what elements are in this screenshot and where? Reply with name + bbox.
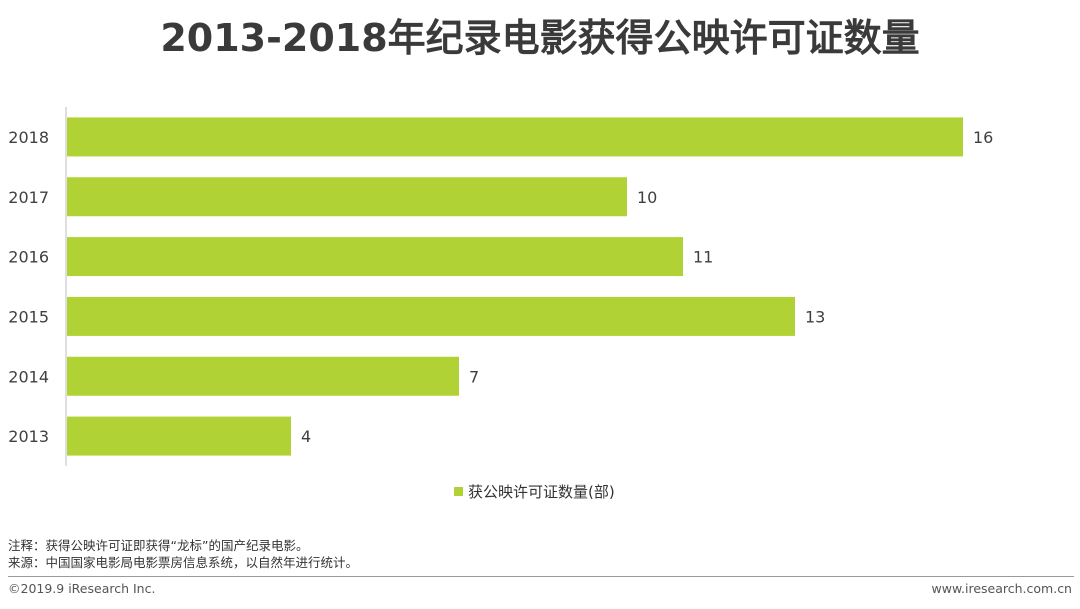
tick-label-2014: 2014 bbox=[8, 367, 49, 386]
source-text: 来源：中国国家电影局电影票房信息系统，以自然年进行统计。 bbox=[8, 555, 359, 570]
tick-label-2013: 2013 bbox=[8, 427, 49, 446]
data-label-2017: 10 bbox=[637, 188, 657, 207]
data-label-2018: 16 bbox=[973, 128, 993, 147]
website-link[interactable]: www.iresearch.com.cn bbox=[931, 581, 1073, 596]
copyright-text: ©2019.9 iResearch Inc. bbox=[8, 581, 156, 596]
data-label-2015: 13 bbox=[805, 307, 825, 326]
footer-divider bbox=[8, 576, 1074, 577]
data-label-2014: 7 bbox=[469, 367, 479, 386]
chart-title: 2013-2018年纪录电影获得公映许可证数量 bbox=[160, 16, 920, 60]
tick-label-2016: 2016 bbox=[8, 248, 49, 267]
legend-label: 获公映许可证数量(部) bbox=[468, 482, 615, 501]
legend-swatch bbox=[454, 486, 463, 496]
bar-2015 bbox=[67, 296, 795, 336]
bar-2014 bbox=[67, 356, 459, 396]
bar-2016 bbox=[67, 237, 683, 277]
tick-label-2017: 2017 bbox=[8, 188, 49, 207]
legend: 获公映许可证数量(部) bbox=[454, 480, 615, 502]
data-label-2013: 4 bbox=[301, 427, 311, 446]
tick-label-2018: 2018 bbox=[8, 128, 49, 147]
footnotes: 注释：获得公映许可证即获得“龙标”的国产纪录电影。 来源：中国国家电影局电影票房… bbox=[8, 537, 358, 571]
bar-2013 bbox=[67, 416, 291, 456]
bar-2017 bbox=[67, 177, 627, 217]
bar-2018 bbox=[67, 117, 963, 157]
note-text: 注释：获得公映许可证即获得“龙标”的国产纪录电影。 bbox=[8, 538, 309, 553]
data-label-2016: 11 bbox=[693, 248, 713, 267]
tick-label-2015: 2015 bbox=[8, 307, 49, 326]
